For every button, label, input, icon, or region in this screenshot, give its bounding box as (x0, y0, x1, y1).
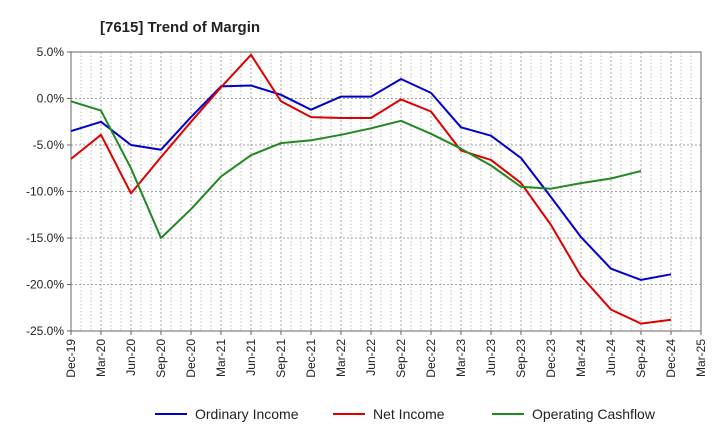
x-tick-label: Dec-23 (544, 339, 558, 378)
legend: Ordinary Income Net Income Operating Cashf… (155, 406, 656, 422)
y-tick-label: -20.0% (26, 278, 64, 292)
x-tick-label: Jun-24 (604, 339, 618, 376)
legend-label-net-income: Net Income (373, 406, 445, 422)
x-tick-label: Sep-22 (394, 339, 408, 378)
x-tick-label: Mar-25 (694, 339, 708, 377)
y-tick-label: 0.0% (37, 92, 65, 106)
series-line-operating-cashflow (70, 100, 642, 239)
plot-area: 5.0%0.0%-5.0%-10.0%-15.0%-20.0%-25.0%Dec… (26, 45, 708, 378)
y-tick-label: -10.0% (26, 185, 64, 199)
x-tick-label: Jun-22 (364, 339, 378, 376)
y-tick-label: -5.0% (33, 138, 65, 152)
x-tick-label: Mar-21 (214, 339, 228, 377)
y-tick-label: 5.0% (37, 45, 65, 59)
x-tick-label: Dec-24 (664, 339, 678, 378)
chart-title: [7615] Trend of Margin (100, 19, 260, 36)
plot-background (71, 52, 701, 331)
series-line-net-income (70, 53, 672, 325)
x-tick-label: Mar-22 (334, 339, 348, 377)
x-tick-label: Mar-23 (454, 339, 468, 377)
x-tick-label: Dec-19 (64, 339, 78, 378)
x-tick-label: Dec-20 (184, 339, 198, 378)
x-tick-label: Jun-20 (124, 339, 138, 376)
x-tick-label: Sep-21 (274, 339, 288, 378)
x-tick-label: Jun-23 (484, 339, 498, 376)
x-tick-label: Jun-21 (244, 339, 258, 376)
x-tick-label: Dec-22 (424, 339, 438, 378)
legend-label-ordinary-income: Ordinary Income (195, 406, 299, 422)
y-tick-label: -25.0% (26, 324, 64, 338)
x-tick-label: Sep-24 (634, 339, 648, 378)
legend-label-operating-cashflow: Operating Cashflow (532, 406, 656, 422)
x-tick-label: Dec-21 (304, 339, 318, 378)
x-tick-label: Mar-20 (94, 339, 108, 377)
series-line-ordinary-income (70, 78, 672, 281)
x-tick-label: Sep-23 (514, 339, 528, 378)
y-tick-label: -15.0% (26, 231, 64, 245)
x-tick-label: Sep-20 (154, 339, 168, 378)
x-tick-label: Mar-24 (574, 339, 588, 377)
